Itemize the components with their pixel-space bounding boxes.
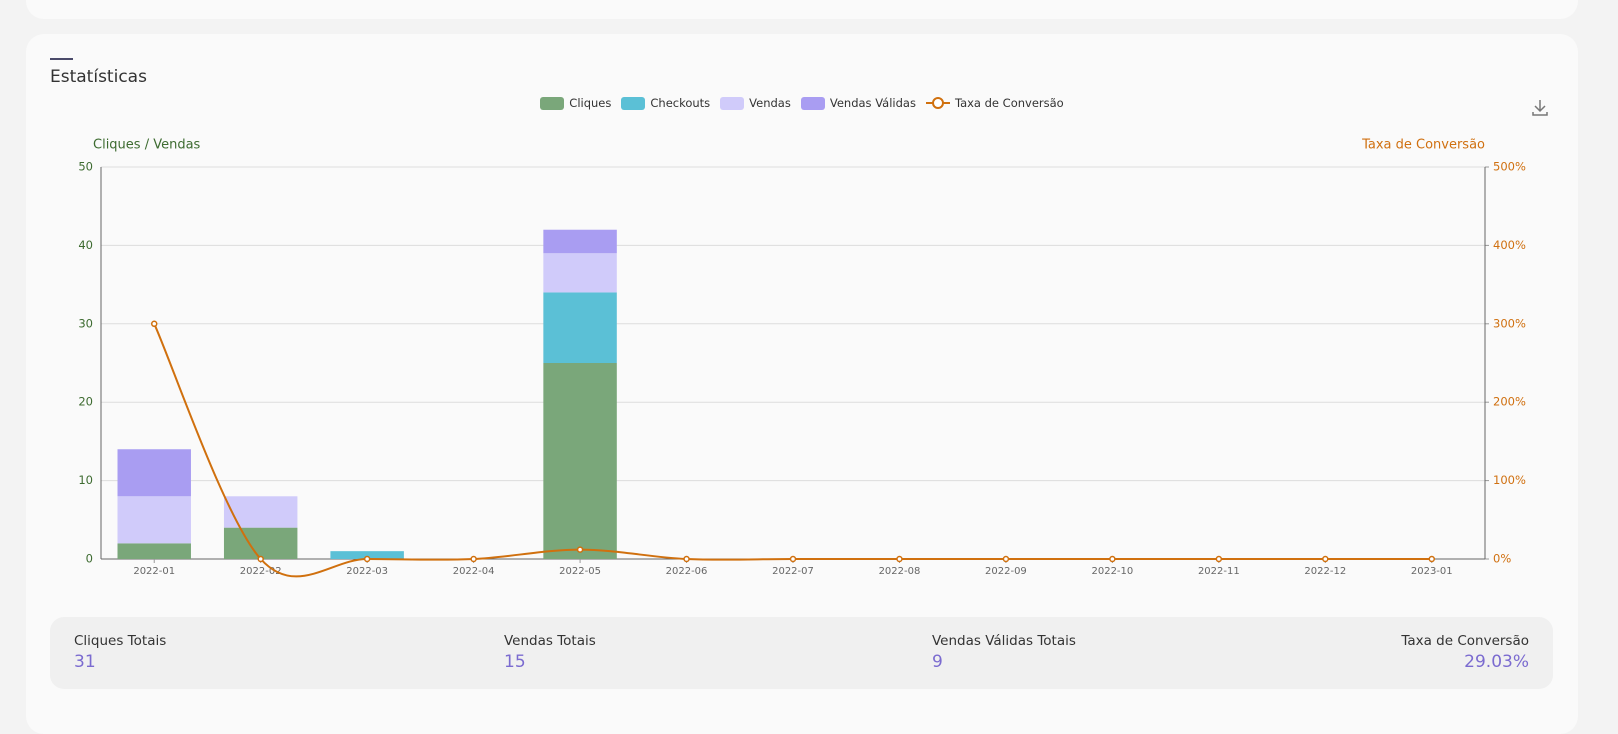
stat-value: 29.03%	[1464, 652, 1529, 672]
x-tick-label: 2022-11	[1198, 566, 1240, 577]
legend-label: Vendas Válidas	[829, 96, 916, 110]
bar-segment	[543, 229, 617, 254]
y2-tick-label: 500%	[1493, 160, 1526, 174]
x-tick-label: 2022-06	[666, 566, 708, 577]
top-card	[26, 0, 1578, 19]
x-tick-label: 2022-08	[879, 566, 921, 577]
y2-tick-label: 300%	[1493, 316, 1526, 330]
stat-label: Cliques Totais	[74, 633, 167, 649]
legend-item: Vendas Válidas	[800, 96, 916, 110]
stat: Taxa de Conversão 29.03%	[1401, 633, 1529, 672]
x-tick-label: 2022-04	[453, 566, 495, 577]
y2-tick-label: 400%	[1493, 238, 1526, 252]
bar-segment	[117, 496, 191, 544]
legend-swatch	[540, 96, 565, 110]
x-tick-label: 2022-07	[772, 566, 814, 577]
stat-label: Vendas Totais	[504, 633, 596, 649]
x-tick-label: 2022-09	[985, 566, 1027, 577]
bar-segment	[117, 543, 191, 559]
legend-label: Cliques	[569, 96, 612, 110]
x-tick-label: 2022-05	[559, 566, 601, 577]
stat: Cliques Totais 31	[74, 633, 166, 672]
summary: Cliques Totais 31 Vendas Totais 15 Vendas Vá…	[50, 617, 1553, 689]
y-axis-title: Cliques / Vendas	[93, 138, 201, 153]
y-tick-label: 10	[78, 473, 93, 487]
legend-item: Taxa de Conversão	[925, 96, 1064, 110]
x-tick-label: 2022-12	[1304, 566, 1346, 577]
stat-label: Vendas Válidas Totais	[932, 633, 1076, 649]
stat: Vendas Válidas Totais 9	[932, 633, 1076, 672]
x-tick-label: 2023-01	[1411, 566, 1453, 577]
stat-value: 9	[932, 652, 943, 672]
line-point	[1109, 555, 1116, 563]
x-tick-label: 2022-02	[240, 566, 282, 577]
legend-swatch	[800, 96, 825, 110]
line-point	[576, 546, 584, 553]
legend-item: Vendas	[720, 96, 791, 110]
line	[153, 323, 1432, 578]
legend-swatch	[720, 96, 745, 110]
line-point	[257, 555, 264, 563]
legend: Cliques Checkouts Vendas Vendas Válidas Taxa…	[0, 96, 1604, 110]
page: Estatísticas Cliques Checkouts Vendas Venda…	[0, 0, 1604, 689]
line-point	[1002, 555, 1010, 563]
stat-value: 15	[504, 652, 526, 672]
legend-label: Checkouts	[650, 96, 711, 110]
line-point	[896, 555, 903, 563]
legend-item: Cliques	[540, 96, 611, 110]
stat-value: 31	[74, 652, 96, 672]
y2-tick-label: 0%	[1493, 552, 1511, 566]
download-button[interactable]	[1530, 98, 1550, 118]
bar-segment	[117, 449, 191, 497]
stat: Vendas Totais 15	[504, 633, 596, 672]
line-point	[470, 555, 477, 563]
line-point	[789, 555, 797, 563]
bar-segment	[223, 527, 298, 559]
bar-segment	[543, 292, 617, 363]
line-point	[683, 555, 690, 563]
legend-label: Taxa de Conversão	[954, 96, 1064, 110]
y-tick-label: 30	[78, 316, 93, 330]
legend-item: Checkouts	[621, 96, 710, 110]
y2-tick-label: 200%	[1493, 395, 1526, 409]
legend-swatch	[925, 97, 950, 109]
bar-segment	[330, 551, 404, 559]
line-point	[363, 555, 371, 563]
y2-tick-label: 100%	[1493, 473, 1526, 487]
bar-segment	[543, 253, 617, 293]
x-tick-label: 2022-01	[133, 566, 175, 577]
line-point	[1215, 555, 1223, 563]
y2-axis-title: Taxa de Conversão	[1361, 138, 1485, 153]
legend-swatch	[621, 96, 646, 110]
section-title: Estatísticas	[50, 67, 147, 87]
bar-segment	[223, 496, 298, 528]
line-point	[1322, 555, 1329, 563]
stat-label: Taxa de Conversão	[1401, 633, 1529, 649]
x-tick-label: 2022-10	[1091, 566, 1133, 577]
y-tick-label: 40	[78, 238, 93, 252]
y-tick-label: 50	[78, 160, 93, 174]
bar-segment	[543, 363, 617, 559]
title-accent	[50, 58, 73, 60]
x-tick-label: 2022-03	[346, 566, 388, 577]
line-point	[150, 320, 158, 328]
legend-label: Vendas	[749, 96, 791, 110]
line-point	[1428, 555, 1436, 563]
chart: Cliques / Vendas Taxa de Conversão 0 10 20…	[78, 138, 1526, 578]
y-tick-label: 20	[78, 395, 93, 409]
y-tick-label: 0	[86, 552, 93, 566]
